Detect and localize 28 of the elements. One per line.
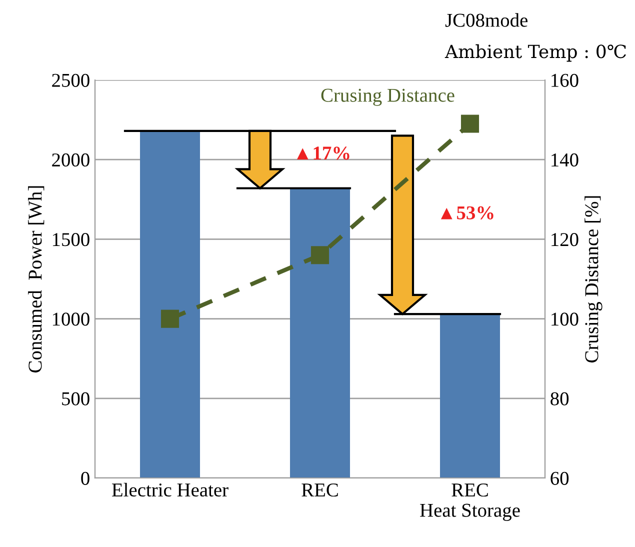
y2-axis-title: Crusing Distance [%] [584,196,602,362]
bar [140,130,200,478]
y-tick-label: 2500 [52,74,90,87]
x-tick-label: Electric Heater [112,482,228,497]
text: Ambient Temp : 0℃ [444,44,626,62]
annotation: ▲17% [296,146,350,160]
point [160,310,180,328]
x-tick-label: REC Heat Storage [420,483,520,521]
y2-tick-label: 100 [552,312,578,326]
series-label: Crusing Distance [321,88,454,106]
bar [290,188,350,478]
bar [440,314,500,478]
text: JC08mode [445,13,528,27]
y-tick-label: 1000 [52,312,90,326]
annotation: ▲53% [440,206,494,220]
y2-tick-label: 60 [550,472,569,485]
y2-tick-label: 120 [552,233,578,246]
y-axis-title: Consumed Power [Wh] [28,186,44,372]
point [460,114,480,133]
y-tick-label: 500 [62,392,90,406]
y-tick-label: 0 [81,472,90,485]
y-tick-label: 2000 [52,153,90,167]
point [310,246,330,264]
y-tick-label: 1500 [52,233,90,246]
y2-tick-label: 140 [552,153,578,167]
x-tick-label: REC [302,483,338,497]
y2-tick-label: 160 [552,74,578,87]
y2-tick-label: 80 [550,392,569,406]
